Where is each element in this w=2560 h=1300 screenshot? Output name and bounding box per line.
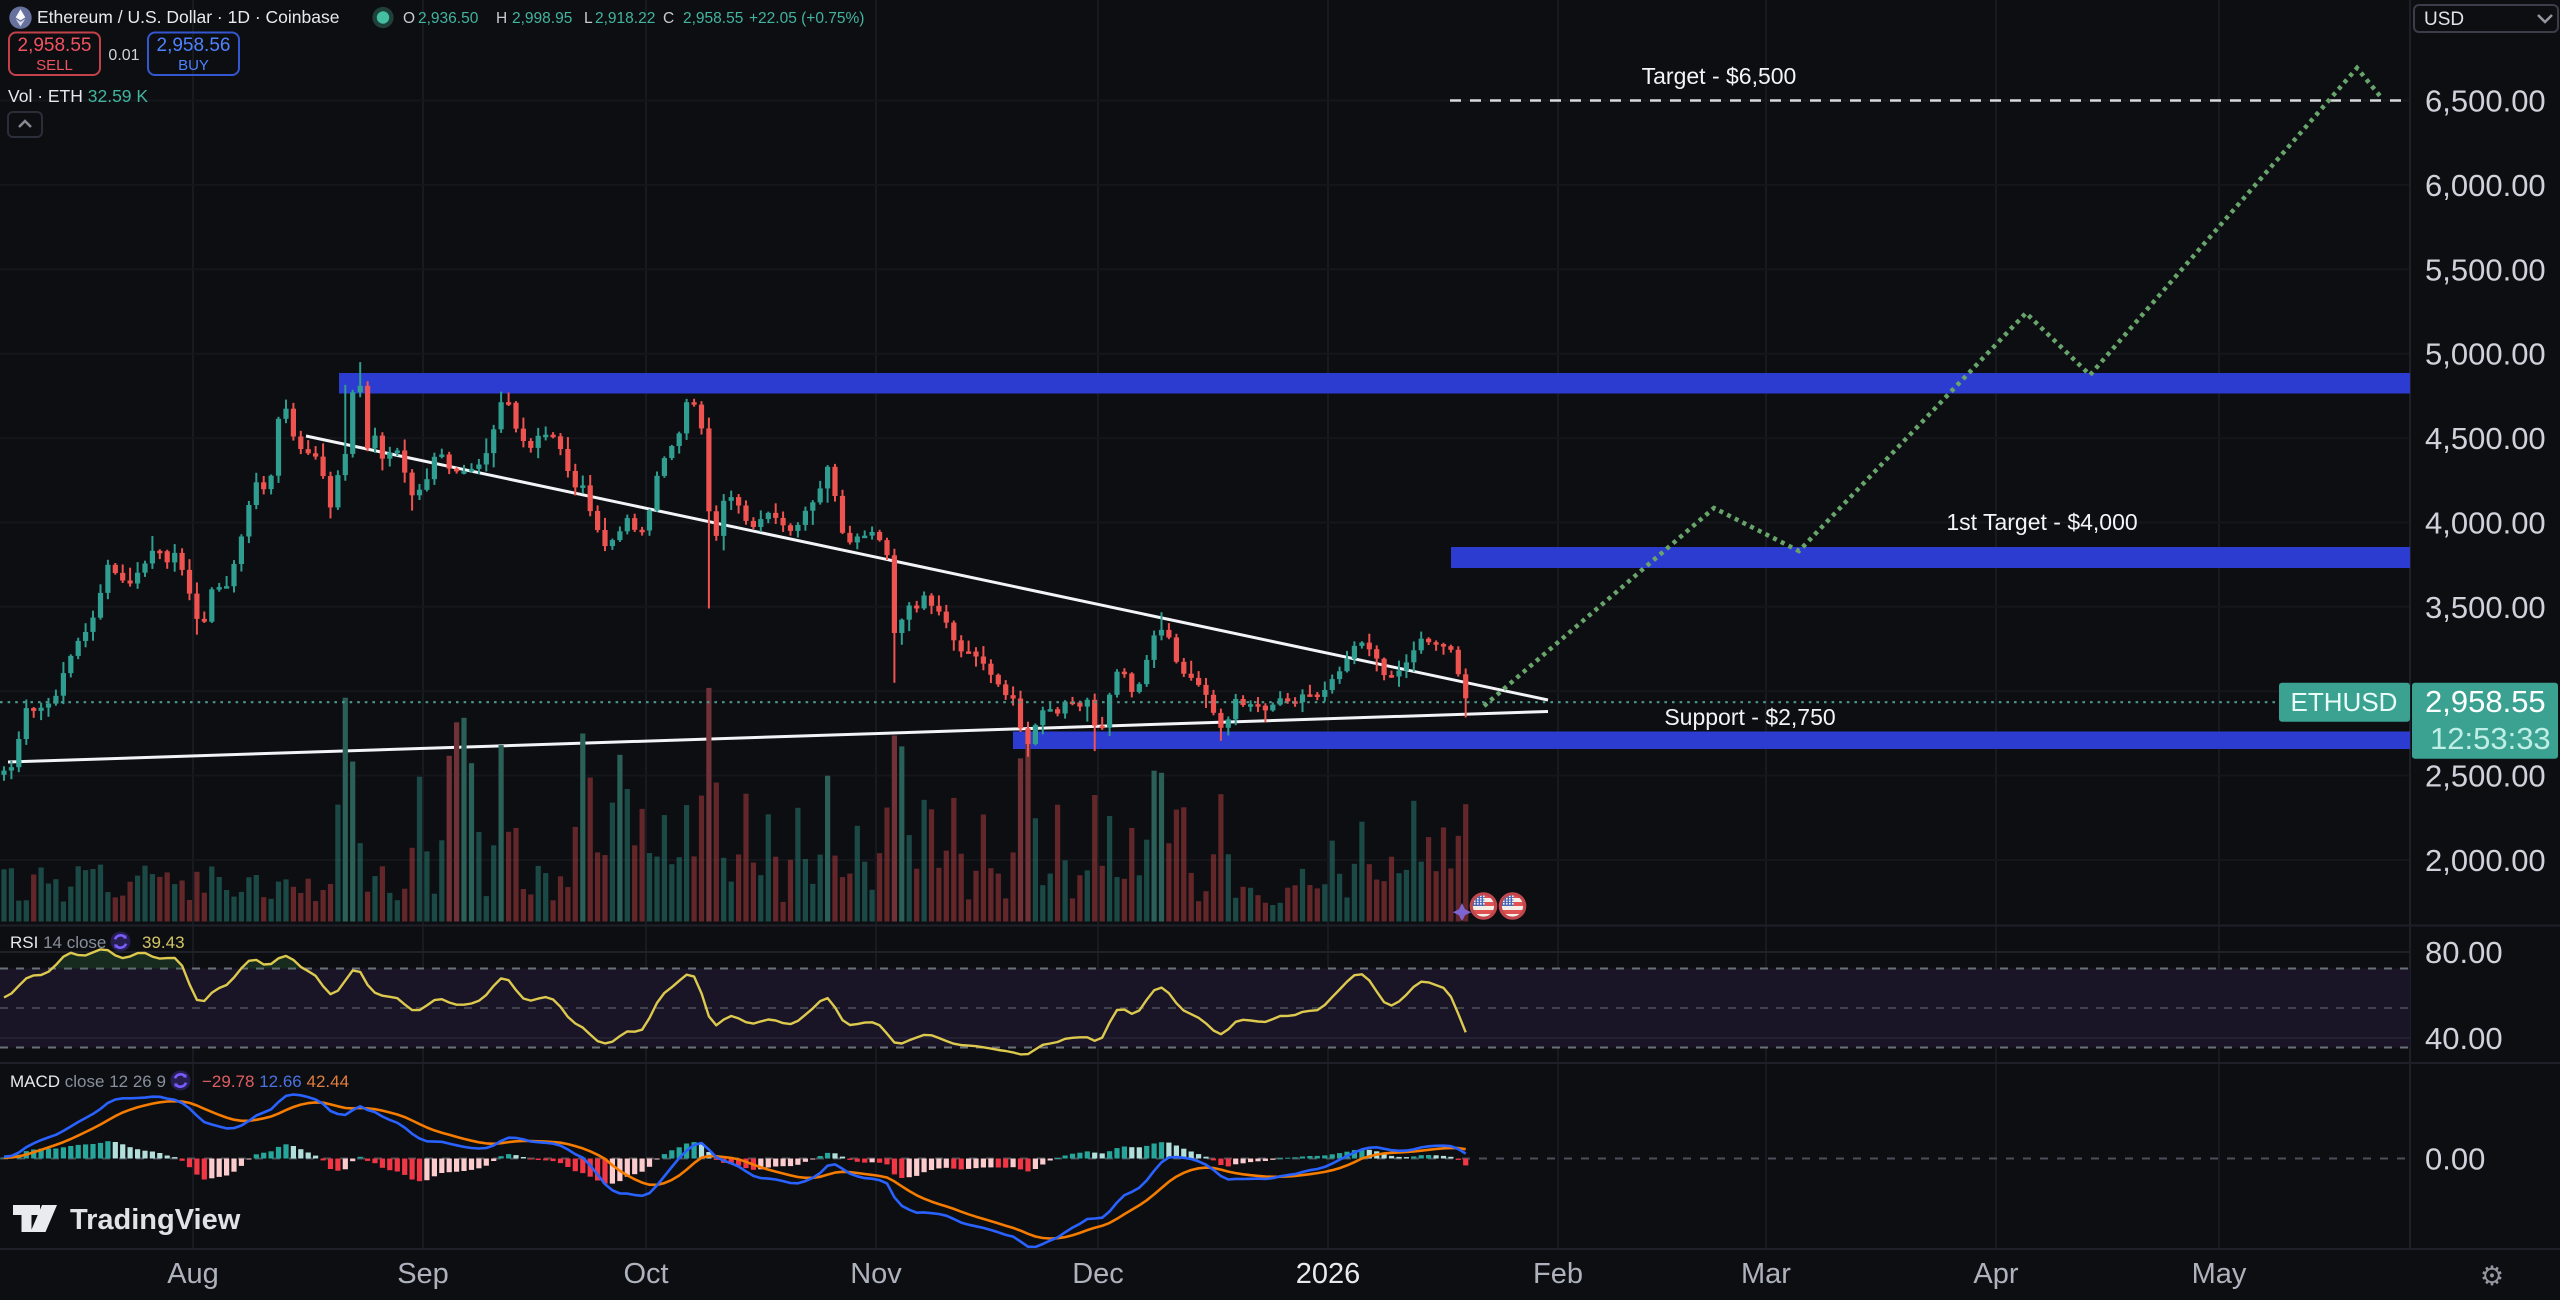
svg-text:2,958.55: 2,958.55 [2425, 684, 2546, 719]
svg-text:4,000.00: 4,000.00 [2425, 506, 2546, 541]
svg-text:2,958.55: 2,958.55 [683, 10, 743, 27]
svg-text:Feb: Feb [1533, 1258, 1583, 1290]
svg-text:4,500.00: 4,500.00 [2425, 421, 2546, 456]
svg-text:⚙: ⚙ [2480, 1261, 2504, 1291]
svg-text:5,000.00: 5,000.00 [2425, 337, 2546, 372]
svg-text:Aug: Aug [167, 1258, 219, 1290]
svg-text:H: H [496, 10, 507, 27]
svg-text:0.01: 0.01 [108, 47, 139, 64]
svg-text:Vol · ETH 32.59 K: Vol · ETH 32.59 K [8, 86, 148, 106]
svg-text:2026: 2026 [1296, 1258, 1361, 1290]
svg-text:Sep: Sep [397, 1258, 449, 1290]
svg-text:Target - $6,500: Target - $6,500 [1642, 63, 1797, 89]
svg-text:Support - $2,750: Support - $2,750 [1664, 704, 1835, 730]
svg-text:BUY: BUY [178, 57, 209, 74]
svg-text:Ethereum / U.S. Dollar · 1D ·: Ethereum / U.S. Dollar · 1D · Coinbase [37, 7, 339, 27]
svg-text:L: L [584, 10, 593, 27]
svg-text:2,936.50: 2,936.50 [418, 10, 479, 27]
svg-text:TradingView: TradingView [70, 1204, 241, 1236]
svg-text:5,500.00: 5,500.00 [2425, 252, 2546, 287]
svg-text:USD: USD [2424, 9, 2464, 30]
svg-text:Dec: Dec [1072, 1258, 1124, 1290]
svg-text:39.43: 39.43 [142, 933, 185, 952]
svg-text:3,500.00: 3,500.00 [2425, 590, 2546, 625]
svg-text:Apr: Apr [1973, 1258, 2018, 1290]
svg-text:Mar: Mar [1741, 1258, 1791, 1290]
svg-text:12:53:33: 12:53:33 [2430, 721, 2551, 756]
svg-text:Oct: Oct [623, 1258, 668, 1290]
svg-text:2,958.56: 2,958.56 [157, 35, 231, 56]
svg-text:C: C [663, 10, 674, 27]
svg-text:Nov: Nov [850, 1258, 902, 1290]
svg-text:1st Target - $4,000: 1st Target - $4,000 [1946, 509, 2137, 535]
svg-text:−29.78 12.66 42.44: −29.78 12.66 42.44 [202, 1072, 349, 1091]
svg-text:2,500.00: 2,500.00 [2425, 759, 2546, 794]
svg-text:2,958.55: 2,958.55 [18, 35, 92, 56]
svg-text:0.00: 0.00 [2425, 1142, 2485, 1177]
svg-text:6,000.00: 6,000.00 [2425, 168, 2546, 203]
svg-text:+22.05 (+0.75%): +22.05 (+0.75%) [749, 10, 864, 27]
svg-text:RSI 14 close: RSI 14 close [10, 933, 106, 952]
svg-text:2,918.22: 2,918.22 [595, 10, 655, 27]
svg-text:ETHUSD: ETHUSD [2291, 687, 2398, 717]
svg-text:80.00: 80.00 [2425, 935, 2503, 970]
svg-text:2,000.00: 2,000.00 [2425, 843, 2546, 878]
svg-text:MACD close 12 26 9: MACD close 12 26 9 [10, 1072, 166, 1091]
svg-text:May: May [2192, 1258, 2247, 1290]
svg-text:6,500.00: 6,500.00 [2425, 84, 2546, 119]
svg-text:SELL: SELL [36, 57, 73, 74]
svg-text:O: O [403, 10, 415, 27]
svg-text:40.00: 40.00 [2425, 1021, 2503, 1056]
svg-text:2,998.95: 2,998.95 [512, 10, 572, 27]
